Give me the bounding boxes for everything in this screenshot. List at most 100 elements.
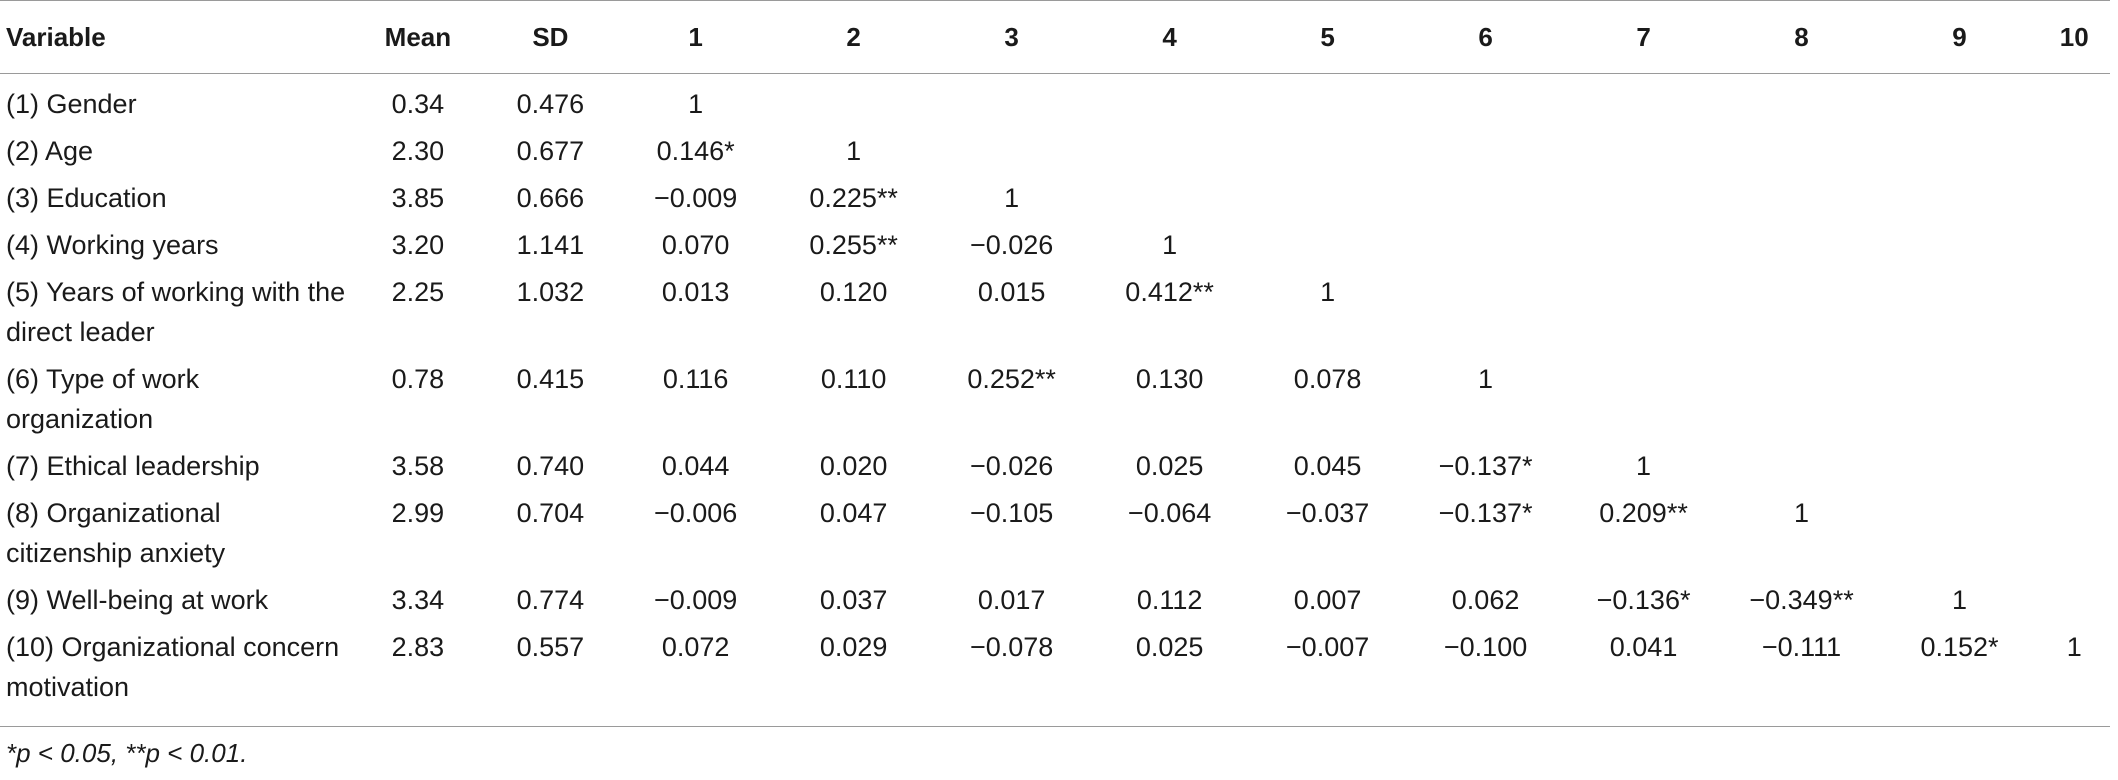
correlation-cell	[775, 74, 933, 132]
table-row: (9) Well-being at work 3.34 0.774 −0.009 0.0…	[0, 580, 2110, 627]
header-4: 4	[1162, 21, 1177, 52]
variable-name-cell: (7) Ethical leadership	[6, 451, 260, 481]
sd-cell: 0.415	[516, 364, 585, 394]
correlation-cell	[2039, 131, 2110, 178]
correlation-cell	[1723, 74, 1881, 132]
correlation-cell	[1249, 74, 1407, 132]
correlation-cell: 0.041	[1609, 632, 1678, 662]
correlation-cell: 0.225**	[809, 183, 898, 213]
correlation-cell: −0.137*	[1438, 498, 1533, 528]
table-row: (2) Age 2.30 0.677 0.146* 1	[0, 131, 2110, 178]
variable-name-cell: (5) Years of working with the direct lea…	[6, 277, 346, 347]
correlation-cell: 1	[1478, 364, 1494, 394]
correlation-cell	[1249, 178, 1407, 225]
correlation-cell: 0.070	[661, 230, 730, 260]
mean-cell: 2.25	[391, 277, 445, 307]
correlation-cell	[1407, 178, 1565, 225]
correlation-cell	[933, 131, 1091, 178]
correlation-cell	[1723, 178, 1881, 225]
variable-name-cell: (8) Organizational citizenship anxiety	[6, 498, 226, 568]
header-5: 5	[1320, 21, 1335, 52]
correlation-cell	[1407, 74, 1565, 132]
table-row: (3) Education 3.85 0.666 −0.009 0.225** 1	[0, 178, 2110, 225]
correlation-cell	[1723, 131, 1881, 178]
correlation-cell: 0.020	[819, 451, 888, 481]
correlation-cell: 0.015	[977, 277, 1046, 307]
correlation-cell	[1407, 131, 1565, 178]
correlation-cell: 0.062	[1451, 585, 1520, 615]
correlation-cell: 0.209**	[1599, 498, 1688, 528]
mean-cell: 0.34	[391, 89, 445, 119]
sd-cell: 0.740	[516, 451, 585, 481]
correlation-cell	[1881, 359, 2039, 446]
correlation-cell: 0.112	[1136, 585, 1203, 615]
header-7: 7	[1636, 21, 1651, 52]
correlation-table-container: Variable Mean SD 1 2 3 4 5 6 7 8 9 10 (1) Gender 0.34…	[0, 0, 2110, 727]
header-3: 3	[1004, 21, 1019, 52]
correlation-cell	[2039, 446, 2110, 493]
correlation-cell	[1881, 131, 2039, 178]
correlation-cell: 1	[1162, 230, 1178, 260]
correlation-cell	[1881, 178, 2039, 225]
correlation-cell: 1	[2066, 632, 2082, 662]
correlation-cell	[2039, 580, 2110, 627]
header-9: 9	[1952, 21, 1967, 52]
correlation-cell: −0.078	[969, 632, 1054, 662]
mean-cell: 3.34	[391, 585, 445, 615]
variable-name-cell: (2) Age	[6, 136, 94, 166]
sd-cell: 0.666	[516, 183, 585, 213]
header-variable: Variable	[6, 21, 106, 52]
correlation-cell	[2039, 225, 2110, 272]
correlation-cell: 0.152*	[1920, 632, 1999, 662]
sd-cell: 0.557	[516, 632, 585, 662]
correlation-cell: 0.007	[1293, 585, 1362, 615]
correlation-cell: 0.412**	[1125, 277, 1214, 307]
sd-cell: 1.032	[516, 277, 585, 307]
correlation-cell: −0.100	[1443, 632, 1528, 662]
sd-cell: 0.677	[516, 136, 585, 166]
correlation-cell	[2039, 493, 2110, 580]
correlation-cell	[2039, 272, 2110, 359]
correlation-cell	[1565, 272, 1723, 359]
correlation-cell: −0.137*	[1438, 451, 1533, 481]
correlation-cell: 1	[1794, 498, 1810, 528]
table-row: (8) Organizational citizenship anxiety 2.…	[0, 493, 2110, 580]
correlation-table: Variable Mean SD 1 2 3 4 5 6 7 8 9 10 (1) Gender 0.34…	[0, 0, 2110, 727]
table-row: (6) Type of work organization 0.78 0.415 0.…	[0, 359, 2110, 446]
correlation-cell	[1723, 225, 1881, 272]
correlation-cell: 0.072	[661, 632, 730, 662]
header-mean: Mean	[384, 21, 452, 52]
correlation-cell	[1881, 446, 2039, 493]
correlation-cell: −0.009	[653, 585, 738, 615]
correlation-cell	[2039, 178, 2110, 225]
correlation-cell: 0.045	[1293, 451, 1362, 481]
correlation-cell: 1	[1636, 451, 1652, 481]
correlation-cell	[1565, 178, 1723, 225]
correlation-cell: 0.252**	[967, 364, 1056, 394]
correlation-cell	[1565, 74, 1723, 132]
correlation-cell	[1881, 225, 2039, 272]
correlation-cell: −0.026	[969, 230, 1054, 260]
table-row: (4) Working years 3.20 1.141 0.070 0.255** −0…	[0, 225, 2110, 272]
correlation-cell: −0.064	[1127, 498, 1212, 528]
correlation-cell: 0.120	[819, 277, 888, 307]
header-2: 2	[846, 21, 861, 52]
correlation-cell	[1091, 74, 1249, 132]
mean-cell: 0.78	[391, 364, 445, 394]
correlation-cell: 0.110	[820, 364, 887, 394]
sd-cell: 0.704	[516, 498, 585, 528]
correlation-cell: 1	[846, 136, 862, 166]
table-row: (1) Gender 0.34 0.476 1	[0, 74, 2110, 132]
correlation-cell: −0.026	[969, 451, 1054, 481]
variable-name-cell: (1) Gender	[6, 89, 137, 119]
correlation-cell: 1	[1320, 277, 1336, 307]
correlation-cell: −0.136*	[1596, 585, 1691, 615]
variable-name-cell: (9) Well-being at work	[6, 585, 269, 615]
mean-cell: 3.58	[391, 451, 445, 481]
header-6: 6	[1478, 21, 1493, 52]
correlation-cell: −0.349**	[1749, 585, 1854, 615]
correlation-cell	[1091, 178, 1249, 225]
correlation-cell: −0.105	[969, 498, 1054, 528]
correlation-cell: −0.111	[1761, 632, 1842, 662]
correlation-cell: 0.047	[819, 498, 888, 528]
